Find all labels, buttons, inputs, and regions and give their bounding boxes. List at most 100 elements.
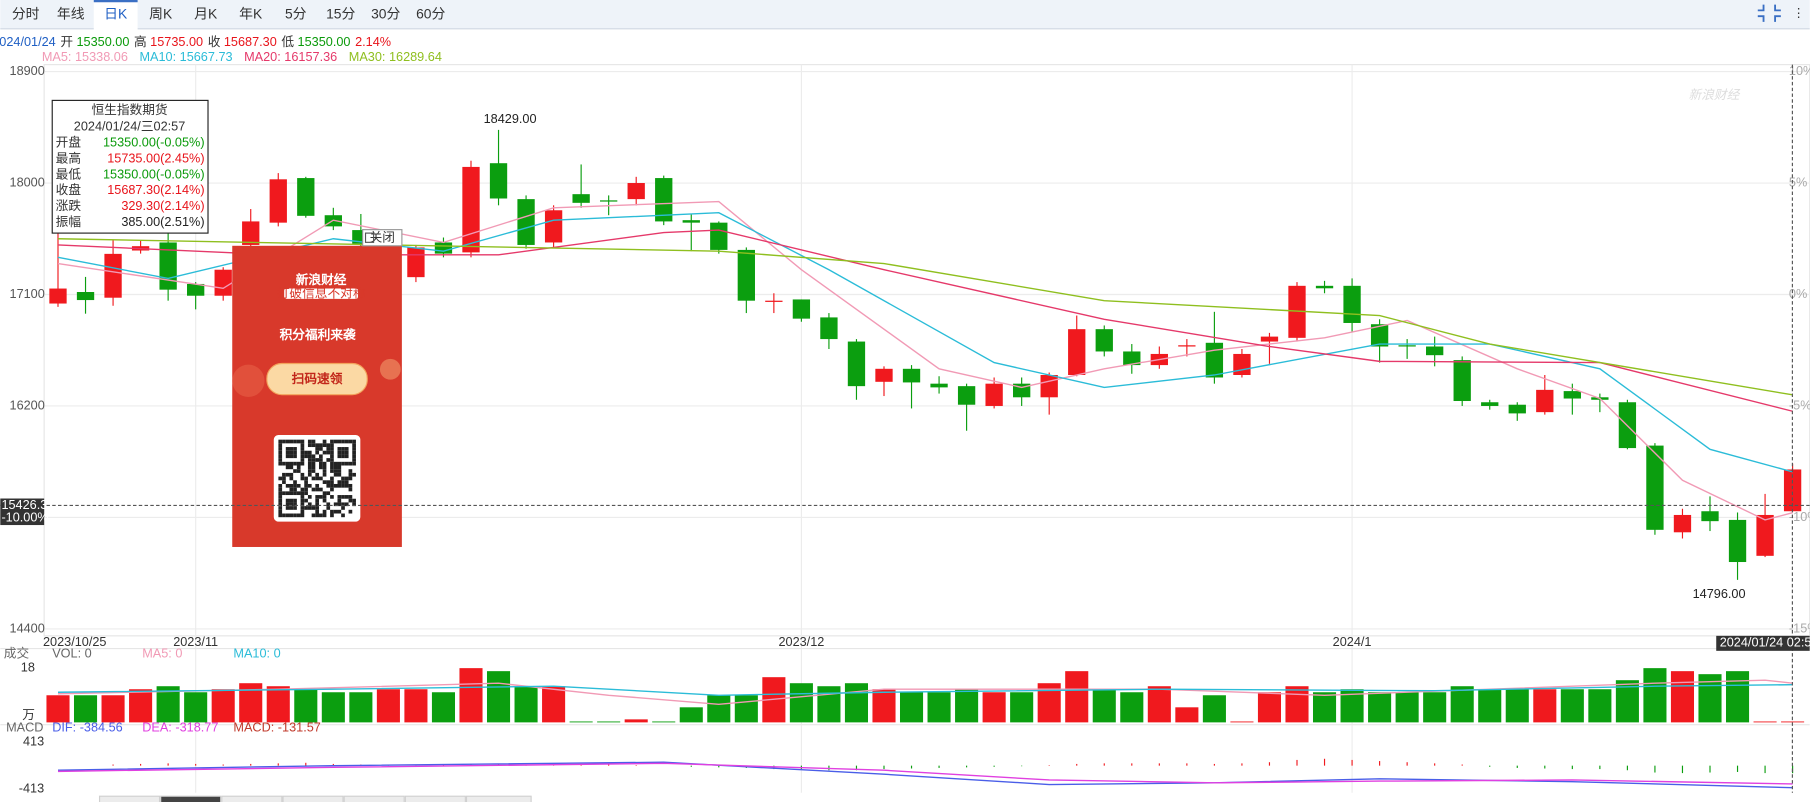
tab[interactable]: 15分 [326,6,355,22]
qr-cell [293,491,297,496]
volume-bar [1037,683,1061,723]
qr-cell [289,472,294,477]
ma-line [57,679,1793,705]
qr-cell [293,502,297,507]
volume-bar [239,683,263,723]
tab[interactable]: 30分 [371,6,400,22]
tooltip-label: 开盘 [56,134,82,149]
overlay: 15426.3-10.00% 2024/01/24 02:57 [0,64,1810,793]
qr-cell [330,495,334,499]
volume-bar [46,695,70,723]
candle-body [1178,345,1196,347]
qr-cell [333,472,338,477]
qr-cell [300,502,305,507]
qr-cell [341,450,345,455]
fullscreen-icon[interactable] [1757,4,1781,22]
qr-cell [304,476,308,481]
tab[interactable]: 周K [149,6,173,22]
crosshair-price-bg [0,498,45,526]
qr-cell [296,469,301,473]
qr-cell [348,476,353,481]
volume-bar [872,689,896,723]
qr-cell [282,476,286,481]
tab[interactable]: 年K [239,6,263,22]
qr-cell [348,495,353,499]
qr-cell [344,461,349,466]
qr-cell [326,502,331,507]
qr-cell [344,483,349,488]
volume-legend: VOL: 0 [52,647,91,661]
tab[interactable]: 5分 [285,6,307,22]
qr-cell [326,491,331,496]
y-tick-label: 16200 [10,398,45,412]
volume-bar [73,695,98,723]
qr-cell [285,461,290,466]
qr-cell [285,498,290,503]
candle-body [1536,389,1554,413]
qr-cell [285,491,290,496]
candle-body [544,210,563,243]
volume-bar [1010,692,1034,723]
qr-cell [307,450,312,455]
candle-body [875,368,893,382]
qr-cell [337,465,342,470]
more-icon[interactable]: ⋮ [1792,6,1805,20]
qr-cell [293,450,297,455]
ma-legend: MA5: 15338.06 [42,50,128,64]
qr-cell [322,443,327,448]
y2-tick-label: -15% [1789,621,1810,635]
volume-bar [624,719,648,723]
tooltip-time: 2024/01/24/三02:57 [74,119,185,133]
tab[interactable]: 分时 [12,6,40,22]
tab[interactable]: 60分 [416,6,445,22]
ma-legend: MA10: 15667.73 [139,50,232,64]
qr-cell [337,450,342,455]
ad-popup: 新浪财经 打破信息不对称 积分福利来袭 扫码速领 关闭 [232,229,403,547]
qr-cell [289,454,294,459]
volume-bar [844,683,869,723]
qr-cell [282,480,286,484]
qr-cell [304,487,308,492]
candle-body [269,179,287,223]
ad-close-label[interactable]: 关闭 [370,231,395,245]
qr-cell [311,461,316,466]
qr-cell [315,498,320,503]
quote-text: 收 [208,35,221,49]
qr-cell [300,472,305,477]
qr-cell [278,439,283,444]
y-tick-label: 17100 [10,287,45,301]
qr-cell [278,443,283,448]
qr-cell [352,461,356,466]
qr-cell [348,498,353,503]
ad-button[interactable] [266,362,368,396]
candle-body [1426,346,1444,356]
qr-cell [319,465,323,470]
qr-cell [311,443,316,448]
ma-legend: MA30: 16289.64 [349,50,442,64]
qr-cell [330,513,334,518]
candle-body [1260,336,1279,342]
qr-cell [330,469,334,473]
candle-body [1370,324,1389,347]
qr-cell [307,483,312,488]
ad-button-label[interactable]: 扫码速领 [292,371,343,386]
ad-close-icon[interactable] [364,232,375,243]
volume-bar [1615,680,1639,723]
qr-cell [311,506,316,510]
tab[interactable]: 日K [104,6,128,22]
qr-cell [322,513,327,518]
qr-cell [285,502,290,507]
tab[interactable]: 月K [194,6,218,22]
qr-cell [293,487,297,492]
crosshair-percent: -10.00% [1,510,48,524]
tab[interactable]: 年线 [57,6,85,22]
ad-title: 积分福利来袭 [280,327,356,342]
qr-cell [337,461,342,466]
candle-body [297,178,315,216]
qr-cell [278,502,283,507]
candle-body [1040,374,1058,398]
qr-cell [352,472,356,477]
candle-body [1481,402,1499,406]
qr-cell [326,447,331,451]
tooltip-label: 振幅 [56,215,82,229]
